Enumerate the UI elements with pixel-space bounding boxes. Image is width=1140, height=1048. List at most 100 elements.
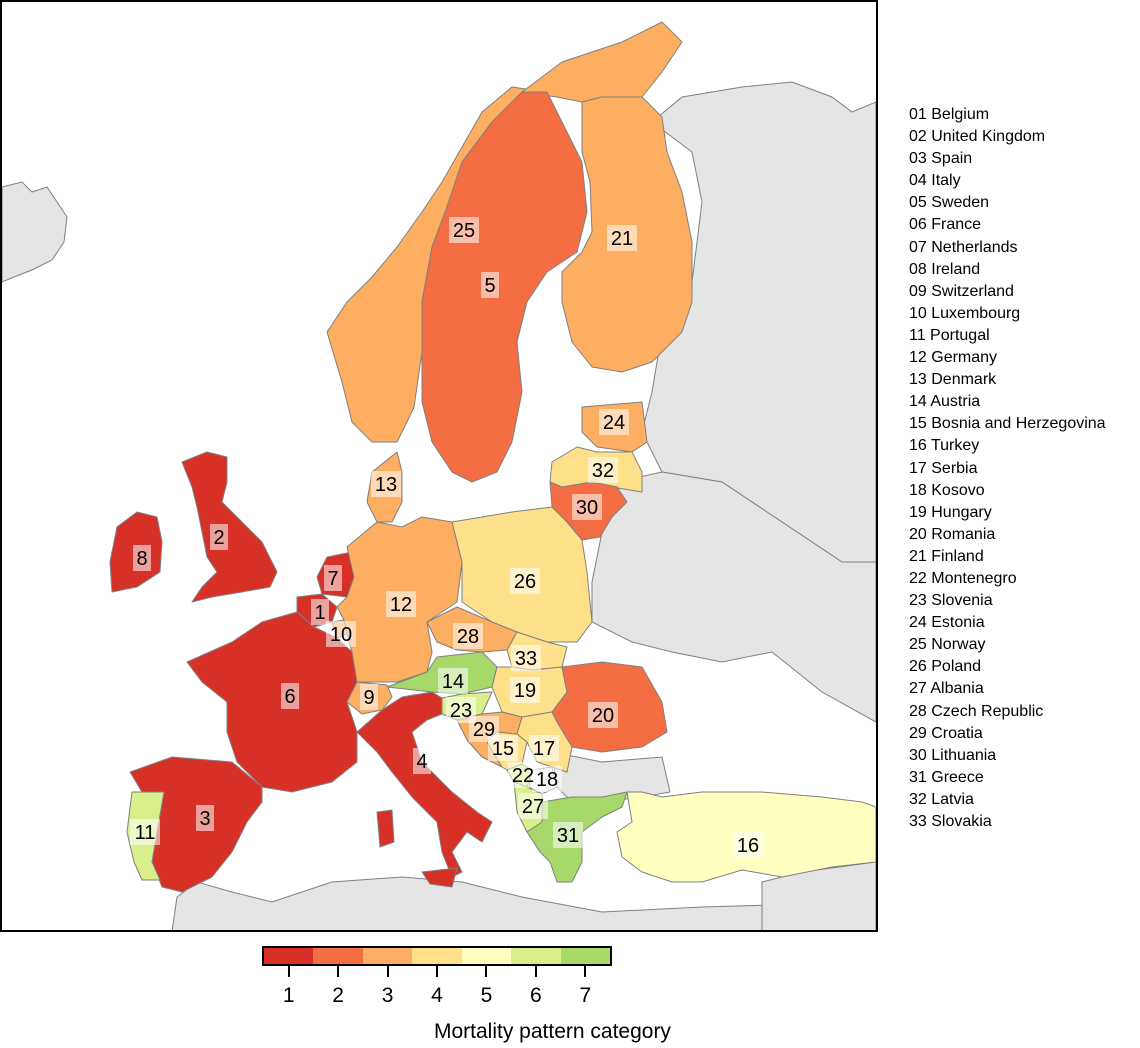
map-country-number: 19 — [514, 680, 536, 702]
country-key-item: 11 Portugal — [909, 326, 990, 344]
map-country-number: 31 — [557, 825, 579, 847]
country-key-item: 24 Estonia — [909, 614, 985, 632]
map-frame: 1 2 3 4 5 6 7 8 9 10 11 12 13 14 15 16 17 18 19 20 21 22 23 24 2… — [0, 0, 878, 932]
legend-swatch — [560, 948, 610, 964]
country-key-item: 25 Norway — [909, 636, 986, 654]
legend-tick-label: 7 — [579, 984, 592, 1007]
country-key-item: 03 Spain — [909, 150, 973, 168]
legend-tick — [485, 966, 488, 977]
map-label-bg — [360, 684, 378, 710]
map-country-number: 4 — [416, 751, 427, 773]
country-key-item: 29 Croatia — [909, 724, 983, 742]
country-key-item: 10 Luxembourg — [909, 304, 1021, 322]
legend-ticks: 1 2 3 4 5 6 7 — [262, 966, 612, 1007]
map-country-number: 22 — [512, 765, 534, 787]
map-country-number: 32 — [592, 460, 614, 482]
map-country-number: 28 — [457, 626, 479, 648]
map-label-bg — [196, 805, 214, 831]
map-label-bg — [469, 716, 499, 742]
country-key-item: 13 Denmark — [909, 371, 997, 389]
legend-tick — [436, 966, 438, 977]
map-label-bg — [518, 793, 548, 819]
map-label-bg — [553, 822, 583, 848]
map-country-number: 14 — [442, 671, 464, 693]
map-label-bg — [133, 545, 151, 571]
legend-tick — [287, 966, 290, 977]
country-key-item: 06 France — [909, 216, 982, 234]
legend-swatch — [313, 948, 363, 964]
map-label-bg — [733, 832, 763, 858]
map-country-number: 16 — [737, 835, 759, 857]
europe-map: 1234567891011121314151617181920212223242… — [2, 21, 876, 930]
legend-tick — [534, 966, 537, 977]
map-labels: 1234567891011121314151617181920212223242… — [130, 217, 763, 858]
country-key-item: 05 Sweden — [909, 194, 990, 212]
map-country-number: 18 — [536, 769, 558, 791]
map-label-bg — [511, 645, 541, 671]
map-label-bg — [311, 599, 329, 625]
map-label-bg — [210, 524, 228, 550]
map-label-bg — [449, 217, 479, 243]
map-country-number: 3 — [199, 808, 210, 830]
map-country-number: 29 — [473, 719, 495, 741]
country-key-item: 18 Kosovo — [909, 481, 985, 499]
map-label-bg — [438, 668, 468, 694]
iceland — [2, 181, 68, 283]
color-legend: 1 2 3 4 5 6 7 Mortality pattern category — [262, 946, 671, 1043]
legend-tick-label: 3 — [381, 984, 394, 1007]
country-key-item: 23 Slovenia — [909, 592, 993, 610]
map-country-number: 27 — [522, 796, 544, 818]
legend-swatch — [461, 948, 512, 964]
map-country-number: 10 — [330, 624, 352, 646]
country-key-item: 30 Lithuania — [909, 746, 997, 764]
map-label-bg — [130, 819, 160, 845]
map-country-number: 7 — [327, 568, 338, 590]
legend-tick — [386, 966, 389, 977]
country-key-item: 26 Poland — [909, 658, 982, 676]
map-country-number: 33 — [515, 648, 537, 670]
map-country-number: 17 — [533, 738, 555, 760]
map-country-number: 25 — [453, 220, 475, 242]
map-label-bg — [371, 471, 401, 497]
legend-tick-label: 6 — [530, 984, 542, 1007]
map-label-bg — [281, 683, 299, 709]
map-country-number: 9 — [363, 687, 374, 709]
legend-swatch — [511, 948, 561, 964]
belarus-ukraine — [591, 471, 876, 723]
country-key-item: 19 Hungary — [909, 503, 992, 521]
map-country-number: 30 — [576, 497, 598, 519]
country-key-item: 04 Italy — [909, 172, 961, 190]
country-key-item: 09 Switzerland — [909, 282, 1014, 300]
country-key-item: 33 Slovakia — [909, 813, 992, 830]
map-country-number: 12 — [390, 594, 412, 616]
map-label-bg — [588, 702, 618, 728]
country-key-item: 31 Greece — [909, 768, 984, 786]
map-label-bg — [413, 748, 431, 774]
legend-tick-label: 2 — [332, 984, 344, 1007]
map-label-bg — [572, 494, 602, 520]
country-italy-sardinia — [376, 809, 395, 848]
map-label-bg — [529, 735, 559, 761]
country-sweden — [421, 91, 588, 483]
country-key-item: 32 Latvia — [909, 790, 974, 808]
map-label-bg — [599, 409, 629, 435]
country-key-item: 01 Belgium — [909, 106, 990, 123]
map-country-number: 24 — [603, 412, 625, 434]
country-key-item: 22 Montenegro — [909, 569, 1017, 587]
country-key-list: 01 Belgium 02 United Kingdom 03 Spain 04 It… — [909, 104, 1106, 833]
legend-color-bar — [262, 946, 612, 966]
country-key-item: 07 Netherlands — [909, 238, 1018, 256]
map-label-bg — [326, 621, 356, 647]
map-label-bg — [324, 565, 342, 591]
legend-swatch — [264, 948, 314, 964]
map-country-number: 6 — [284, 686, 295, 708]
map-label-bg — [508, 762, 538, 788]
map-country-number: 1 — [314, 602, 325, 624]
country-norway-north — [521, 21, 683, 103]
map-country-number: 21 — [611, 228, 633, 250]
country-key-item: 27 Albania — [909, 680, 984, 698]
legend-title: Mortality pattern category — [434, 1020, 671, 1043]
country-uk — [181, 451, 278, 603]
map-label-bg — [386, 591, 416, 617]
country-key-item: 02 United Kingdom — [909, 128, 1046, 146]
